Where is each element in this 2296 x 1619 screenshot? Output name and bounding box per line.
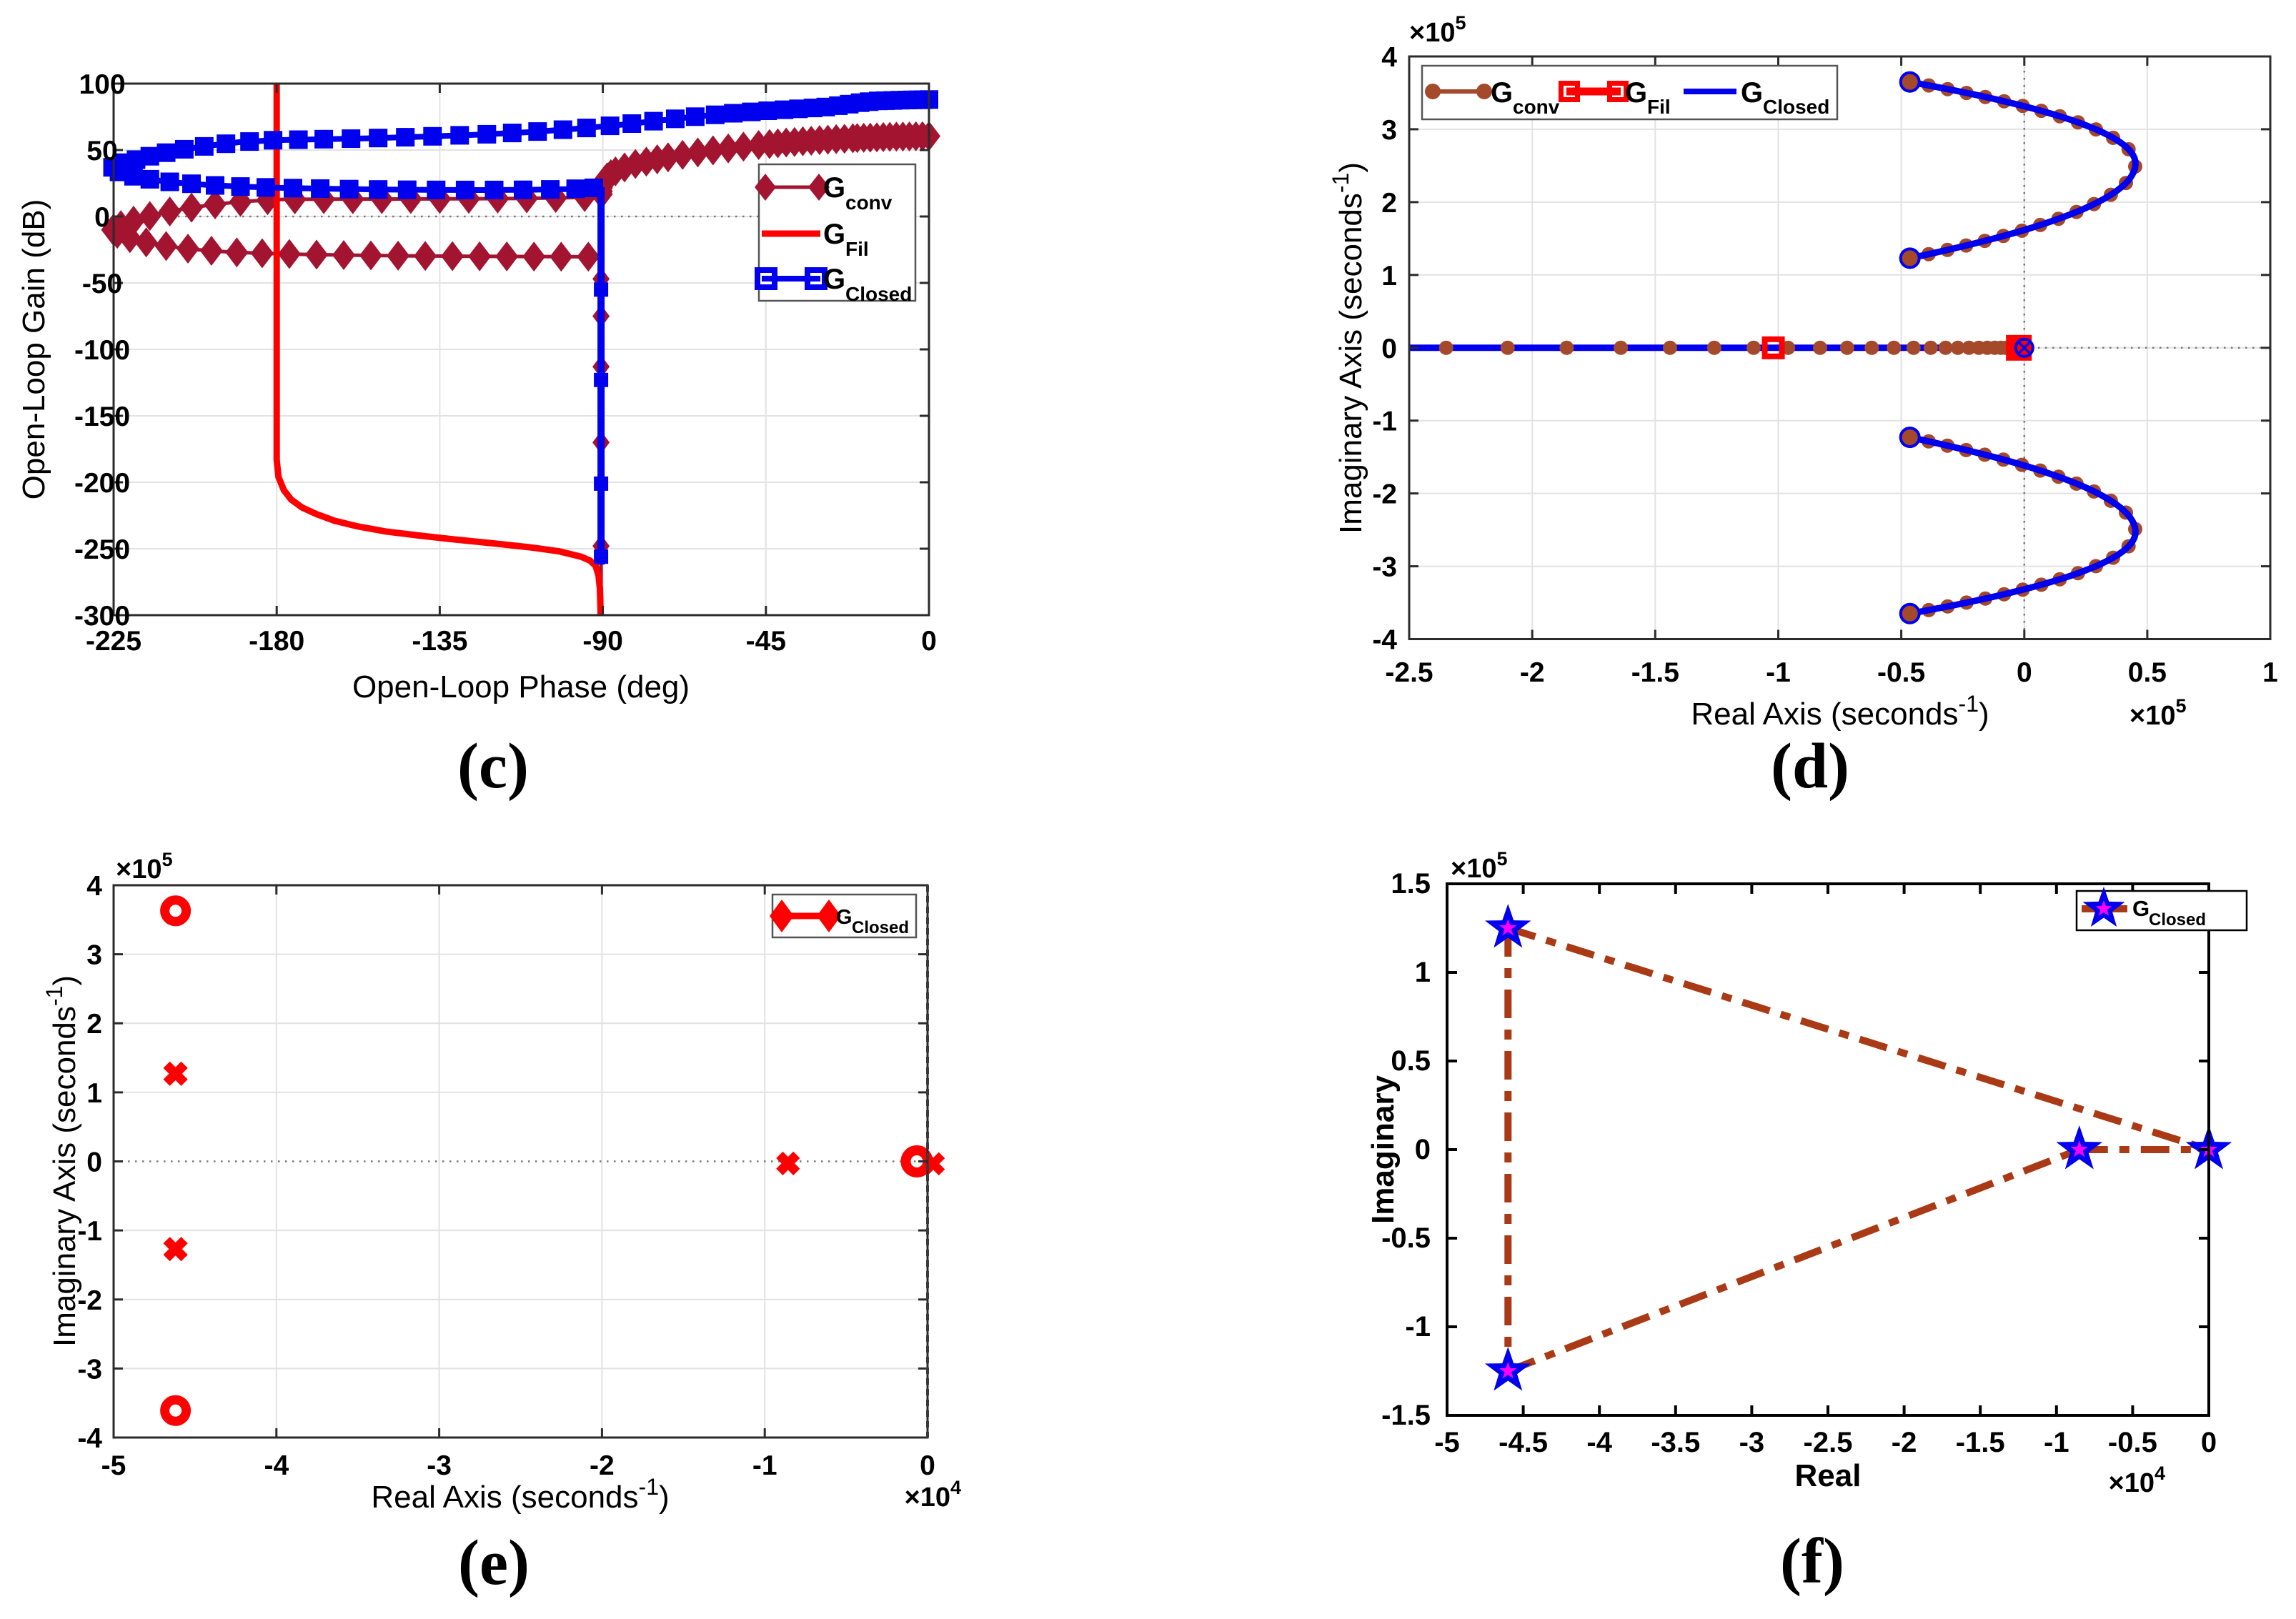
svg-text:1: 1 — [1381, 261, 1397, 292]
svg-text:-4: -4 — [1372, 625, 1397, 656]
svg-text:(e): (e) — [458, 1528, 530, 1598]
svg-text:-2: -2 — [590, 1450, 615, 1481]
svg-text:×105: ×105 — [1451, 848, 1508, 884]
svg-text:1: 1 — [86, 1078, 102, 1109]
svg-text:conv: conv — [845, 191, 893, 214]
svg-text:Fil: Fil — [845, 238, 869, 260]
svg-text:(d): (d) — [1771, 731, 1849, 802]
svg-text:-3.5: -3.5 — [1651, 1427, 1700, 1458]
svg-text:Real Axis (seconds-1): Real Axis (seconds-1) — [371, 1474, 669, 1515]
svg-text:-45: -45 — [746, 626, 786, 657]
svg-text:-2: -2 — [77, 1285, 102, 1316]
svg-text:-2: -2 — [1892, 1427, 1917, 1458]
svg-text:-1.5: -1.5 — [1381, 1400, 1431, 1431]
svg-text:0: 0 — [1381, 334, 1397, 364]
svg-text:-4: -4 — [1586, 1427, 1612, 1458]
svg-text:-4: -4 — [77, 1423, 102, 1454]
svg-text:G: G — [823, 264, 845, 295]
svg-text:-2.5: -2.5 — [1385, 657, 1433, 688]
svg-text:G: G — [823, 172, 845, 204]
svg-text:Closed: Closed — [2149, 910, 2206, 930]
svg-text:Closed: Closed — [1763, 96, 1829, 118]
svg-text:-4.5: -4.5 — [1499, 1427, 1548, 1458]
svg-text:-0.5: -0.5 — [2108, 1427, 2157, 1458]
svg-text:-5: -5 — [101, 1450, 126, 1481]
svg-text:0.5: 0.5 — [1391, 1045, 1431, 1077]
svg-text:Real Axis (seconds-1): Real Axis (seconds-1) — [1691, 691, 1989, 732]
svg-text:3: 3 — [1381, 115, 1397, 146]
svg-text:-1: -1 — [752, 1450, 777, 1481]
svg-text:G: G — [1491, 77, 1513, 109]
svg-text:-1: -1 — [1766, 657, 1791, 688]
svg-text:-5: -5 — [1434, 1427, 1460, 1458]
svg-text:-300: -300 — [74, 601, 130, 632]
svg-text:-1: -1 — [1405, 1311, 1431, 1342]
svg-text:2: 2 — [86, 1009, 102, 1040]
svg-text:G: G — [836, 906, 853, 929]
svg-text:Imaginary Axis (seconds-1): Imaginary Axis (seconds-1) — [1328, 162, 1368, 534]
svg-text:0: 0 — [2017, 657, 2032, 688]
svg-text:-250: -250 — [74, 534, 130, 565]
svg-text:Open-Loop Phase (deg): Open-Loop Phase (deg) — [352, 669, 690, 704]
svg-text:-180: -180 — [249, 626, 304, 657]
svg-text:Fil: Fil — [1647, 96, 1671, 118]
svg-text:-3: -3 — [1372, 552, 1397, 583]
svg-text:0: 0 — [94, 202, 110, 233]
svg-text:4: 4 — [1381, 42, 1397, 73]
svg-text:Imaginary Axis (seconds-1): Imaginary Axis (seconds-1) — [41, 975, 82, 1347]
svg-text:G: G — [1625, 77, 1647, 109]
svg-text:-50: -50 — [82, 269, 122, 299]
svg-text:-100: -100 — [74, 335, 130, 366]
svg-text:-225: -225 — [86, 626, 141, 657]
svg-text:Closed: Closed — [845, 283, 912, 305]
svg-text:0: 0 — [86, 1147, 102, 1178]
svg-text:G: G — [1741, 77, 1763, 109]
svg-text:-3: -3 — [427, 1450, 452, 1481]
svg-text:-3: -3 — [77, 1354, 102, 1385]
svg-text:G: G — [823, 219, 845, 250]
svg-text:(f): (f) — [1780, 1526, 1844, 1597]
svg-text:3: 3 — [86, 940, 102, 971]
svg-text:0.5: 0.5 — [2128, 657, 2167, 688]
svg-text:G: G — [2132, 896, 2150, 921]
svg-text:2: 2 — [1381, 188, 1397, 219]
svg-text:Closed: Closed — [852, 918, 909, 937]
svg-text:-1: -1 — [2044, 1427, 2069, 1458]
svg-text:-135: -135 — [412, 626, 467, 657]
svg-text:4: 4 — [86, 871, 102, 902]
svg-text:Real: Real — [1795, 1458, 1862, 1493]
svg-text:-3: -3 — [1739, 1427, 1765, 1458]
svg-text:1: 1 — [1415, 957, 1431, 988]
svg-text:-1.5: -1.5 — [1631, 657, 1679, 688]
svg-text:-200: -200 — [74, 468, 130, 499]
svg-text:0: 0 — [920, 1450, 935, 1481]
svg-text:Imaginary: Imaginary — [1366, 1075, 1401, 1224]
svg-text:-90: -90 — [582, 626, 622, 657]
svg-text:0: 0 — [921, 626, 937, 657]
svg-text:-150: -150 — [74, 402, 130, 432]
svg-text:-2.5: -2.5 — [1804, 1427, 1853, 1458]
svg-text:conv: conv — [1513, 96, 1560, 118]
svg-text:-2: -2 — [1372, 479, 1397, 510]
svg-text:50: 50 — [86, 136, 117, 166]
svg-text:(c): (c) — [457, 731, 529, 802]
svg-text:-1: -1 — [77, 1216, 102, 1247]
svg-text:0: 0 — [2201, 1427, 2217, 1458]
svg-text:Open-Loop Gain (dB): Open-Loop Gain (dB) — [16, 199, 51, 500]
svg-text:-4: -4 — [264, 1450, 289, 1481]
svg-text:-0.5: -0.5 — [1877, 657, 1925, 688]
svg-text:-2: -2 — [1520, 657, 1545, 688]
svg-text:0: 0 — [1415, 1134, 1431, 1165]
svg-text:1: 1 — [2262, 657, 2278, 688]
svg-text:-1.5: -1.5 — [1956, 1427, 2005, 1458]
svg-text:1.5: 1.5 — [1391, 868, 1431, 900]
svg-text:100: 100 — [79, 69, 125, 100]
svg-text:-1: -1 — [1372, 407, 1397, 437]
svg-text:-0.5: -0.5 — [1381, 1222, 1431, 1254]
